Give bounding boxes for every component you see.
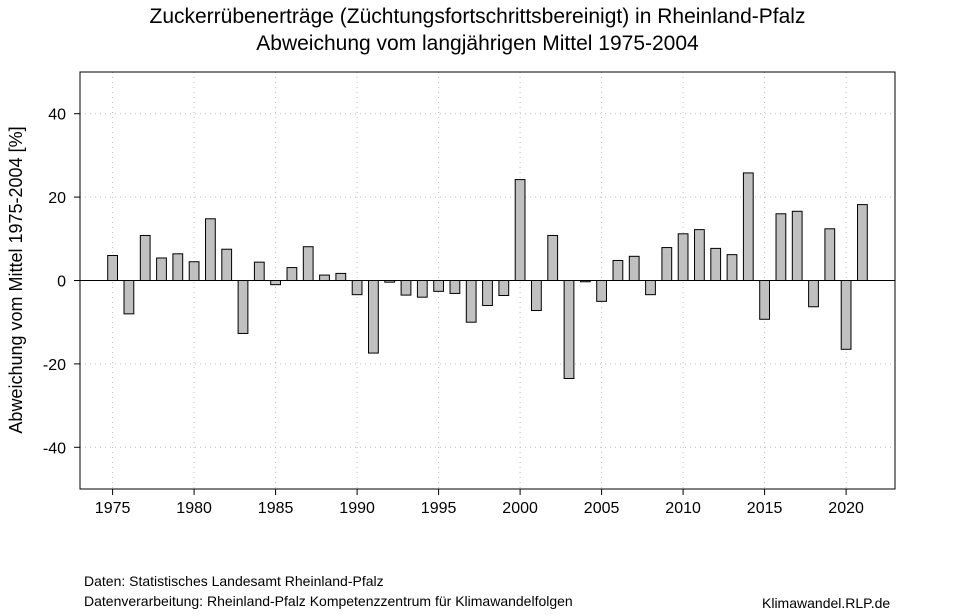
bar-1977 — [139, 234, 151, 282]
bar-1979 — [172, 253, 184, 281]
footer-processing: Datenverarbeitung: Rheinland-Pfalz Kompe… — [84, 593, 573, 609]
bar-2010 — [677, 233, 689, 282]
bar-1984 — [253, 261, 265, 282]
bar-2018 — [808, 280, 819, 308]
bar-2019 — [824, 228, 836, 282]
bar-2015 — [759, 280, 770, 320]
bar-1988 — [319, 274, 330, 282]
bar-1997 — [465, 280, 477, 323]
y-tick-label: 0 — [57, 274, 66, 291]
bar-1985 — [270, 280, 281, 286]
bar-1996 — [449, 280, 461, 294]
y-axis: -40 -20 0 20 40 — [43, 107, 80, 457]
bars — [107, 172, 868, 379]
bar-2000 — [514, 179, 526, 281]
bar-1980 — [188, 261, 200, 281]
bar-1987 — [302, 246, 314, 282]
footer-source: Daten: Statistisches Landesamt Rheinland… — [84, 573, 384, 589]
bar-2014 — [742, 172, 754, 281]
bar-1995 — [433, 280, 444, 292]
y-tick-label: -20 — [43, 357, 66, 374]
x-tick-label: 1995 — [421, 500, 457, 517]
y-tick-label: 40 — [48, 107, 66, 124]
bar-1982 — [221, 248, 233, 282]
y-tick-label: 20 — [48, 190, 66, 207]
footer-brand: Klimawandel.RLP.de — [762, 595, 891, 611]
bar-2020 — [840, 280, 852, 350]
bar-1999 — [498, 280, 510, 297]
bar-1990 — [351, 280, 363, 296]
bar-1989 — [335, 272, 347, 282]
bar-2001 — [531, 280, 542, 312]
bar-1981 — [205, 218, 216, 281]
bar-1975 — [107, 254, 118, 281]
y-tick-label: -40 — [43, 440, 66, 457]
bar-2007 — [628, 255, 640, 281]
x-tick-label: 1975 — [95, 500, 131, 517]
x-tick-label: 2020 — [828, 500, 864, 517]
bar-1983 — [237, 280, 249, 334]
bar-2008 — [645, 280, 656, 296]
x-tick-label: 2015 — [747, 500, 783, 517]
bar-2013 — [726, 254, 738, 281]
bar-2005 — [596, 280, 607, 302]
x-tick-label: 2010 — [665, 500, 701, 517]
x-tick-label: 1980 — [176, 500, 212, 517]
bar-1998 — [482, 280, 493, 307]
x-tick-label: 1985 — [258, 500, 294, 517]
bar-2011 — [694, 229, 705, 282]
bar-1986 — [286, 267, 298, 281]
bar-2002 — [547, 234, 559, 282]
bar-1976 — [123, 280, 135, 315]
bar-2006 — [612, 259, 624, 282]
bar-2017 — [791, 210, 803, 281]
bar-2016 — [775, 213, 787, 281]
y-axis-label: Abweichung vom Mittel 1975-2004 [%] — [6, 126, 26, 433]
bar-1991 — [368, 280, 379, 354]
x-axis: 1975 1980 1985 1990 1995 2000 2005 2010 2015 2020 — [95, 489, 864, 517]
bar-2012 — [710, 247, 722, 282]
bar-1994 — [416, 280, 428, 298]
chart-title-line2: Abweichung vom langjährigen Mittel 1975-… — [256, 32, 699, 55]
bar-2009 — [661, 247, 673, 282]
chart-title-line1: Zuckerrübenerträge (Züchtungsfortschritt… — [149, 5, 806, 28]
bar-2021 — [857, 204, 868, 281]
x-tick-label: 2000 — [502, 500, 538, 517]
x-tick-label: 2005 — [584, 500, 620, 517]
bar-1993 — [400, 280, 412, 296]
x-tick-label: 1990 — [339, 500, 375, 517]
bar-2003 — [563, 280, 575, 379]
bar-1978 — [156, 257, 167, 281]
